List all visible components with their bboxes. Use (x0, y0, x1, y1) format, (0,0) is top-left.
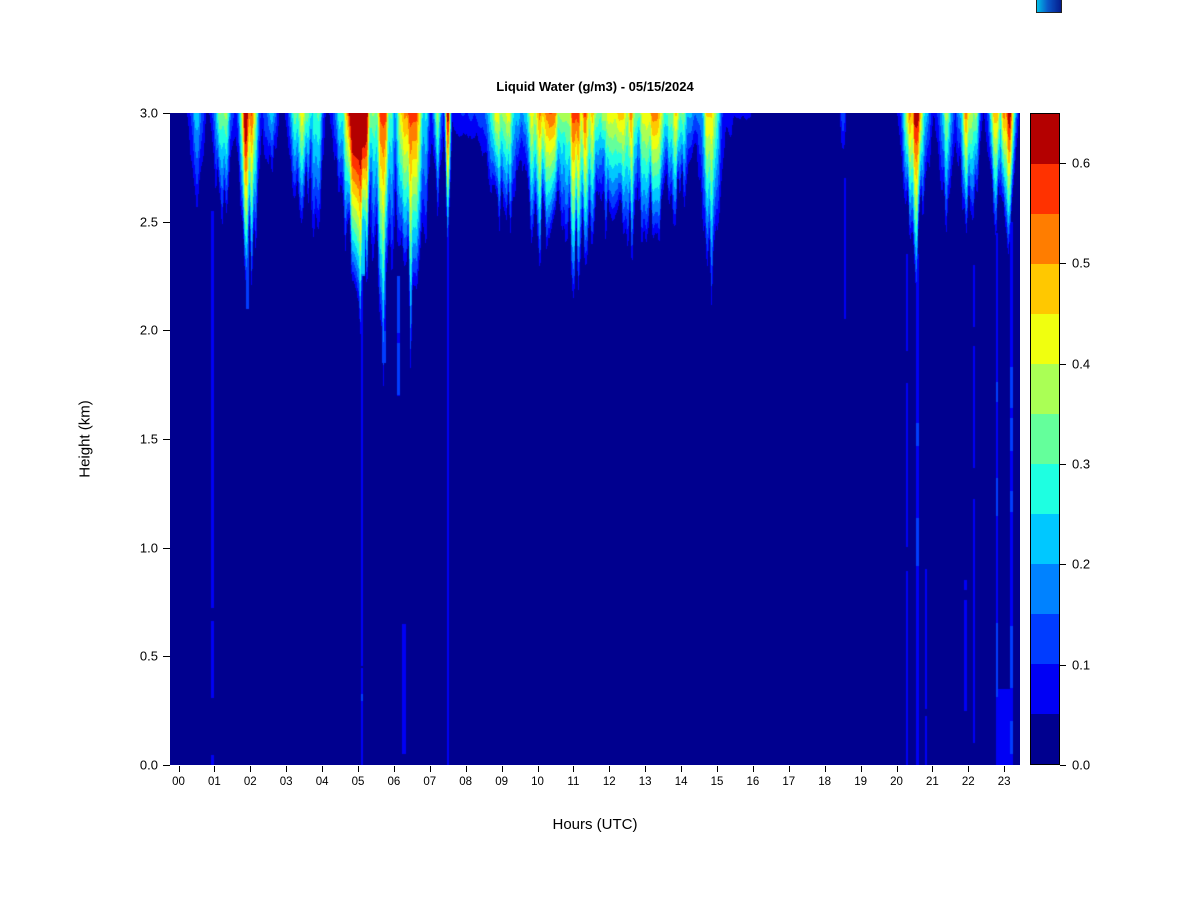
colorbar-tick-label: 0.4 (1072, 356, 1091, 372)
x-tick-mark (537, 766, 539, 772)
colorbar-tick-label: 0.2 (1072, 556, 1091, 572)
x-tick-label: 04 (315, 776, 329, 788)
y-tick-mark (163, 765, 170, 766)
x-tick-mark (286, 766, 288, 772)
x-tick-label: 02 (243, 776, 257, 788)
x-tick-mark (968, 766, 970, 772)
colorbar-tick-mark (1060, 363, 1066, 365)
colorbar-tick-mark (1060, 163, 1066, 165)
x-tick-label: 20 (890, 776, 903, 788)
colorbar-tick-mark (1060, 464, 1066, 466)
colorbar-band (1031, 114, 1059, 164)
x-tick-mark (322, 766, 324, 772)
x-tick-label: 10 (531, 776, 544, 788)
colorbar-band (1031, 164, 1059, 214)
x-tick-mark (178, 766, 180, 772)
colorbar (1030, 113, 1060, 765)
colorbar-tick-label: 0.5 (1072, 255, 1091, 271)
x-tick-mark (717, 766, 718, 772)
colorbar-band (1031, 464, 1059, 514)
colorbar-tick-mark (1060, 664, 1066, 666)
y-tick-label: 1.5 (139, 431, 158, 447)
x-tick-mark (788, 766, 790, 772)
colorbar-band (1031, 514, 1059, 564)
y-axis-label: Height (km) (76, 400, 94, 478)
y-tick-label: 2.5 (139, 214, 158, 230)
colorbar-band (1031, 714, 1059, 764)
x-tick-mark (465, 766, 467, 772)
x-tick-label: 15 (710, 776, 724, 788)
x-tick-mark (250, 766, 252, 772)
colorbar-tick-label: 0.1 (1072, 657, 1091, 673)
x-tick-label: 12 (602, 776, 616, 788)
x-tick-label: 17 (782, 776, 796, 788)
colorbar-band (1031, 414, 1059, 464)
y-tick-label: 0.5 (139, 648, 158, 664)
x-tick-mark (824, 766, 826, 772)
x-tick-mark (393, 766, 395, 772)
x-axis-label: Hours (UTC) (552, 816, 638, 833)
colorbar-band (1031, 614, 1059, 664)
x-tick-label: 01 (207, 776, 221, 788)
colorbar-band (1031, 364, 1059, 414)
colorbar-band (1031, 214, 1059, 264)
y-tick-mark (163, 113, 170, 114)
chart-title: Liquid Water (g/m3) - 05/15/2024 (496, 79, 694, 94)
x-tick-mark (1004, 766, 1006, 772)
colorbar-tick-label: 0.3 (1072, 456, 1091, 472)
x-tick-label: 13 (638, 776, 652, 788)
x-tick-label: 16 (746, 776, 760, 788)
y-tick-mark (163, 330, 170, 332)
y-tick-mark (163, 547, 170, 549)
colorbar-band (1031, 664, 1059, 714)
x-tick-label: 09 (495, 776, 508, 788)
y-tick-label: 1.0 (139, 540, 158, 556)
x-tick-label: 07 (423, 776, 437, 788)
x-tick-mark (358, 766, 359, 772)
x-tick-label: 06 (387, 776, 401, 788)
y-tick-mark (163, 656, 170, 658)
x-tick-label: 23 (997, 776, 1011, 788)
colorbar-tick-label: 0.0 (1072, 757, 1091, 773)
colorbar-band (1031, 564, 1059, 614)
colorbar-tick-mark (1060, 564, 1066, 566)
x-tick-mark (609, 766, 611, 772)
x-tick-mark (645, 766, 647, 772)
y-tick-label: 2.0 (139, 322, 158, 338)
y-tick-mark (163, 221, 170, 223)
window-corner-artifact (1036, 0, 1062, 13)
x-tick-mark (501, 766, 503, 772)
x-tick-label: 05 (351, 776, 365, 788)
x-tick-label: 03 (279, 776, 293, 788)
x-tick-mark (896, 766, 898, 772)
colorbar-band (1031, 314, 1059, 364)
heatmap-plot-area (170, 113, 1020, 765)
x-tick-mark (932, 766, 934, 772)
y-tick-label: 0.0 (139, 757, 158, 773)
x-tick-label: 22 (961, 776, 975, 788)
heatmap-canvas (170, 113, 1020, 765)
x-tick-mark (860, 766, 862, 772)
x-tick-mark (752, 766, 754, 772)
x-tick-label: 19 (854, 776, 867, 788)
colorbar-tick-mark (1060, 765, 1066, 766)
x-tick-label: 21 (925, 776, 939, 788)
x-tick-label: 18 (818, 776, 832, 788)
x-tick-mark (681, 766, 683, 772)
y-tick-mark (163, 439, 170, 440)
x-tick-label: 00 (172, 776, 185, 788)
x-tick-label: 08 (459, 776, 473, 788)
x-tick-label: 14 (674, 776, 688, 788)
colorbar-tick-label: 0.6 (1072, 155, 1091, 171)
x-tick-label: 11 (567, 776, 580, 788)
x-tick-mark (429, 766, 431, 772)
colorbar-tick-mark (1060, 263, 1066, 265)
x-tick-mark (214, 766, 216, 772)
x-tick-mark (573, 766, 575, 772)
y-tick-label: 3.0 (139, 105, 158, 121)
colorbar-band (1031, 264, 1059, 314)
